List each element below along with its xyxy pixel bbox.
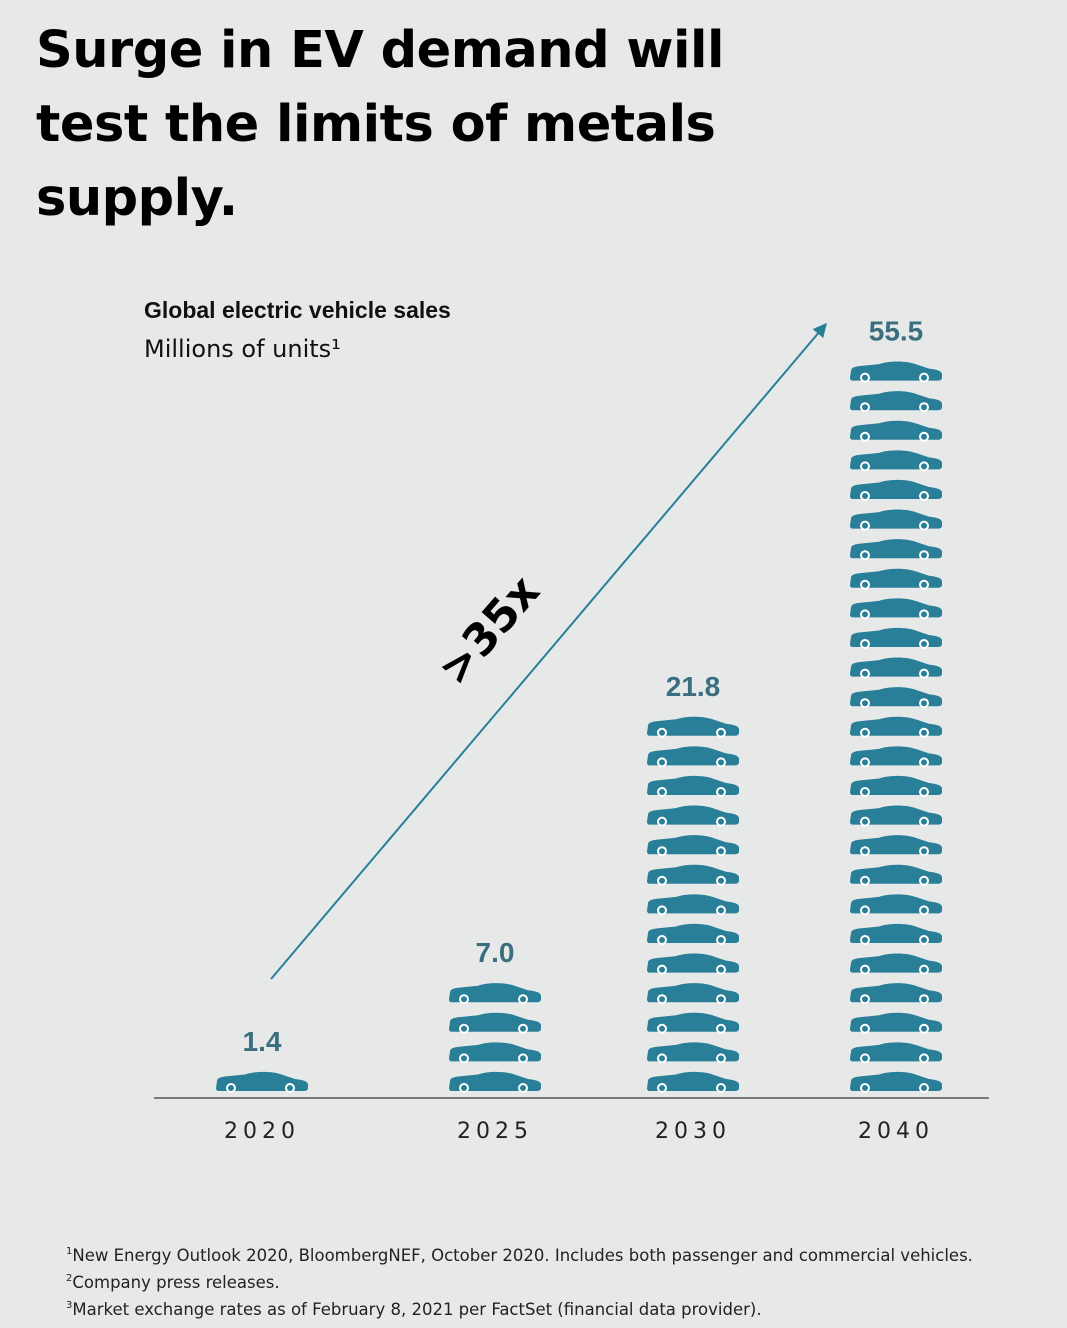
car-icon xyxy=(850,509,942,531)
bar-2040 xyxy=(850,361,942,1093)
car-icon xyxy=(647,775,739,797)
footnote-1: 1New Energy Outlook 2020, BloombergNEF, … xyxy=(66,1246,973,1265)
car-icon xyxy=(647,1042,739,1064)
footnote-2: 2Company press releases. xyxy=(66,1273,280,1292)
bar-2030 xyxy=(647,716,739,1093)
car-icon xyxy=(850,391,942,413)
car-icon xyxy=(850,805,942,827)
car-icon xyxy=(850,1012,942,1034)
car-icon xyxy=(850,627,942,649)
car-icon xyxy=(850,983,942,1005)
car-icon xyxy=(850,598,942,620)
car-icon xyxy=(850,716,942,738)
car-icon xyxy=(647,835,739,857)
growth-annotation: >35x xyxy=(428,566,549,695)
footnotes: 1New Energy Outlook 2020, BloombergNEF, … xyxy=(66,1240,1046,1321)
car-icon xyxy=(850,835,942,857)
chart-title: Global electric vehicle sales xyxy=(144,297,451,323)
x-tick-2025: 2025 xyxy=(457,1119,533,1144)
car-icon xyxy=(216,1071,308,1093)
car-icon xyxy=(449,1042,541,1064)
car-icon xyxy=(647,746,739,768)
x-tick-2020: 2020 xyxy=(224,1119,300,1144)
car-icon xyxy=(850,953,942,975)
bar-2020 xyxy=(216,1071,308,1093)
car-icon xyxy=(850,361,942,383)
car-icon xyxy=(850,864,942,886)
car-icon xyxy=(850,923,942,945)
car-icon xyxy=(850,450,942,472)
car-icon xyxy=(850,746,942,768)
bar-2025 xyxy=(449,983,541,1093)
footnote-3: 3Market exchange rates as of February 8,… xyxy=(66,1300,762,1319)
car-icon xyxy=(647,1071,739,1093)
car-icon xyxy=(850,479,942,501)
chart-subtitle: Millions of units¹ xyxy=(144,335,341,363)
car-icon xyxy=(850,657,942,679)
car-icon xyxy=(647,923,739,945)
car-icon xyxy=(850,420,942,442)
car-icon xyxy=(449,983,541,1005)
car-icon xyxy=(850,775,942,797)
car-icon xyxy=(850,1042,942,1064)
headline: Surge in EV demand will test the limits … xyxy=(36,21,724,228)
car-icon xyxy=(647,1012,739,1034)
car-icon xyxy=(449,1012,541,1034)
car-icon xyxy=(850,894,942,916)
car-icon xyxy=(850,687,942,709)
car-icon xyxy=(647,864,739,886)
car-icon xyxy=(850,568,942,590)
x-tick-2040: 2040 xyxy=(858,1119,934,1144)
value-label-2040: 55.5 xyxy=(869,316,924,347)
car-icon xyxy=(449,1071,541,1093)
x-tick-2030: 2030 xyxy=(655,1119,731,1144)
value-label-2025: 7.0 xyxy=(476,937,515,968)
car-icon xyxy=(647,805,739,827)
car-icon xyxy=(647,894,739,916)
car-icon xyxy=(850,539,942,561)
value-label-2020: 1.4 xyxy=(243,1026,282,1057)
value-label-2030: 21.8 xyxy=(666,671,721,702)
car-icon xyxy=(647,716,739,738)
growth-arrow xyxy=(270,322,827,980)
car-icon xyxy=(647,983,739,1005)
car-icon xyxy=(850,1071,942,1093)
car-icon xyxy=(647,953,739,975)
